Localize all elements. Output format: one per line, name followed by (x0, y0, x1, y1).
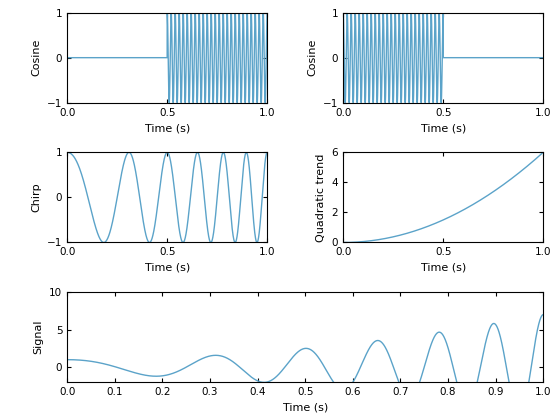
X-axis label: Time (s): Time (s) (421, 263, 466, 273)
Y-axis label: Signal: Signal (34, 320, 44, 354)
Y-axis label: Chirp: Chirp (31, 183, 41, 212)
Y-axis label: Cosine: Cosine (31, 39, 41, 76)
Y-axis label: Cosine: Cosine (307, 39, 318, 76)
X-axis label: Time (s): Time (s) (421, 123, 466, 133)
X-axis label: Time (s): Time (s) (144, 123, 190, 133)
Y-axis label: Quadratic trend: Quadratic trend (316, 153, 326, 241)
X-axis label: Time (s): Time (s) (144, 263, 190, 273)
X-axis label: Time (s): Time (s) (283, 403, 328, 412)
